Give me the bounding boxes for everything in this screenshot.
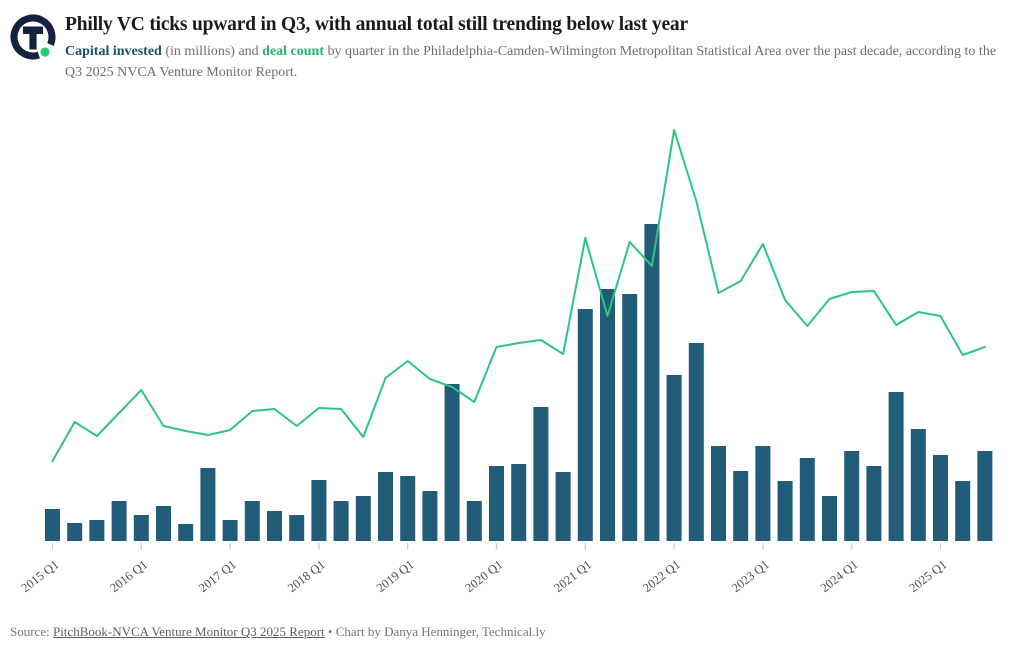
bar-2024-Q2 [866,466,882,542]
chart-area: 2015 Q1 2016 Q1 2017 Q1 2018 Q1 2019 Q1 2020 … [0,113,1020,598]
technically-logo-icon [10,14,56,60]
vc-combo-chart: 2015 Q1 2016 Q1 2017 Q1 2018 Q1 2019 Q1 2020 … [19,129,993,595]
bar-2020-Q3 [533,407,549,542]
bar-2017-Q3 [267,511,282,542]
x-axis-label: 2021 Q1 [551,558,594,594]
bar-2022-Q3 [711,446,726,542]
deal-count-line [51,129,986,463]
bar-2019-Q2 [422,491,438,542]
bar-2023-Q1 [755,446,771,542]
bar-2024-Q1 [844,451,860,542]
bar-2019-Q1 [400,476,416,542]
subtitle-text: (in millions) and [161,44,263,60]
x-axis-label: 2024 Q1 [818,558,861,594]
bar-2018-Q3 [355,496,371,542]
x-axis-label: 2025 Q1 [907,558,950,594]
bar-2017-Q1 [222,520,238,542]
bar-2024-Q3 [888,392,904,542]
source-report-link[interactable]: PitchBook-NVCA Venture Monitor Q3 2025 R… [52,624,325,640]
bar-2018-Q4 [378,472,393,542]
bar-2021-Q1 [577,309,593,542]
chart-credit: • Chart by Danya Henninger, Technical.ly [324,624,546,640]
x-axis-label: 2019 Q1 [374,558,417,594]
bar-2017-Q4 [289,515,305,542]
bar-2025-Q2 [955,481,971,542]
x-axis-label: 2016 Q1 [107,558,150,594]
bar-2017-Q2 [244,501,260,542]
bar-2023-Q2 [777,481,793,542]
bar-2020-Q4 [555,472,571,542]
x-axis-label: 2023 Q1 [729,558,772,594]
source-line: Source: PitchBook-NVCA Venture Monitor Q… [10,624,1020,640]
bar-2024-Q4 [910,429,926,542]
legend-deal-count: deal count [262,44,325,60]
bar-2025-Q1 [933,455,948,542]
x-axis-label: 2022 Q1 [640,558,683,594]
bar-2015-Q1 [45,509,60,542]
legend-capital-invested: Capital invested [65,44,162,60]
bar-2018-Q2 [333,501,349,542]
bar-2021-Q3 [622,294,638,542]
bar-2016-Q4 [200,468,216,542]
bar-2022-Q2 [688,343,704,542]
header: Philly VC ticks upward in Q3, with annua… [0,0,1020,83]
source-prefix: Source: [10,624,53,640]
x-axis-label: 2015 Q1 [19,558,62,594]
bar-2022-Q1 [666,375,682,542]
page-title: Philly VC ticks upward in Q3, with annua… [65,14,688,35]
bar-2022-Q4 [733,471,749,542]
bar-2021-Q2 [600,289,615,542]
bar-2016-Q3 [178,524,194,542]
x-axis-label: 2017 Q1 [196,558,239,594]
bar-2020-Q2 [511,464,527,542]
x-axis-label: 2018 Q1 [285,558,328,594]
bar-2023-Q3 [799,458,815,542]
bar-2020-Q1 [489,466,504,542]
bar-2019-Q4 [466,501,482,542]
bar-2019-Q3 [444,384,460,542]
bar-2023-Q4 [822,496,837,542]
bar-2018-Q1 [311,480,327,542]
bar-2015-Q3 [89,520,105,542]
chart-subtitle: Capital invested (in millions) and deal … [10,41,1008,83]
bar-2016-Q1 [133,515,149,542]
x-axis-label: 2020 Q1 [463,558,506,594]
bar-2025-Q3 [977,451,993,542]
bar-2015-Q4 [111,501,127,542]
bar-2015-Q2 [67,523,83,542]
subtitle-text: by quarter in the Philadelphia-Camden-Wi… [65,44,997,81]
bar-2021-Q4 [644,224,660,542]
bar-2016-Q2 [156,506,171,542]
